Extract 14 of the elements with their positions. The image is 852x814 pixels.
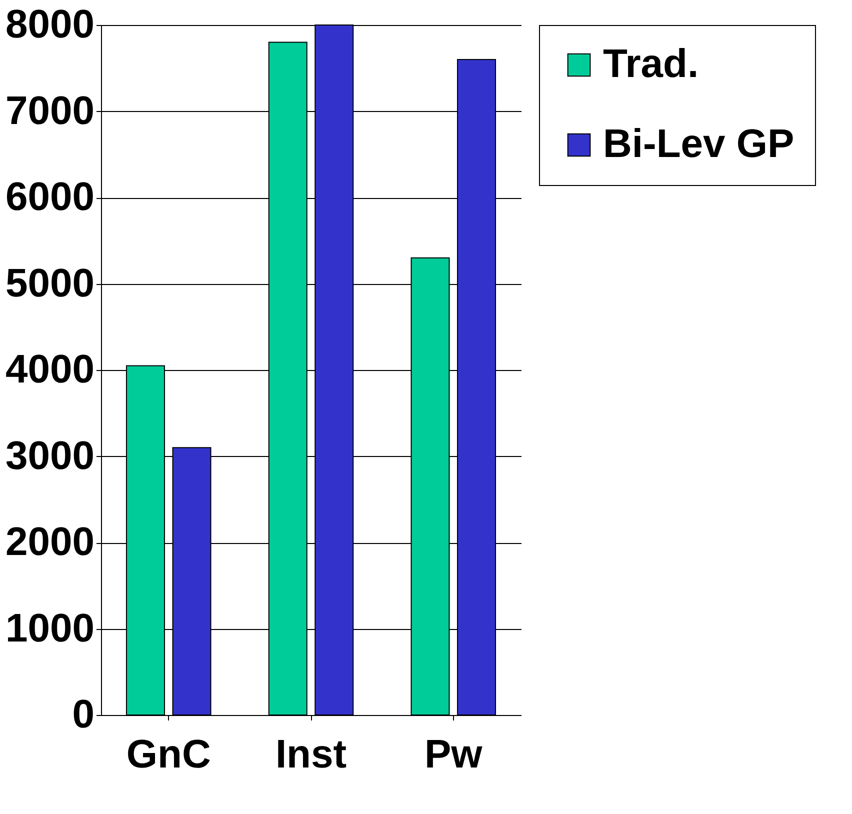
y-tick-label: 2000 bbox=[6, 520, 94, 564]
y-tick-label: 1000 bbox=[6, 606, 94, 650]
y-tick-label: 5000 bbox=[6, 261, 94, 306]
legend-label: Bi-Lev GP bbox=[603, 122, 794, 166]
legend-label: Trad. bbox=[603, 42, 699, 86]
y-tick-label: 7000 bbox=[6, 88, 94, 133]
x-tick-label: Inst bbox=[275, 732, 347, 776]
y-tick-label: 3000 bbox=[6, 434, 94, 478]
x-tick-label: Pw bbox=[424, 732, 484, 776]
y-tick-label: 8000 bbox=[6, 2, 94, 46]
y-tick-label: 6000 bbox=[6, 175, 94, 219]
y-tick-label: 0 bbox=[72, 692, 94, 736]
x-tick-label: GnC bbox=[126, 732, 211, 776]
y-tick-label: 4000 bbox=[6, 348, 94, 392]
